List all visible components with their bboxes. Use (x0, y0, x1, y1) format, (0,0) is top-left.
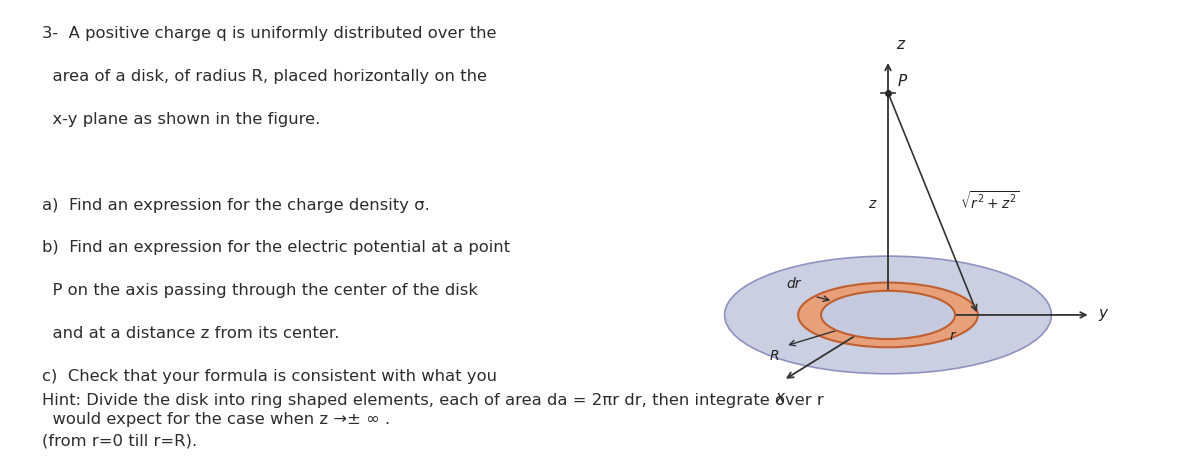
Text: P: P (898, 74, 907, 89)
Text: would expect for the case when z →± ∞ .: would expect for the case when z →± ∞ . (42, 412, 390, 427)
Text: and at a distance z from its center.: and at a distance z from its center. (42, 326, 340, 341)
Text: z: z (896, 37, 904, 52)
Text: R: R (769, 349, 779, 363)
Ellipse shape (798, 283, 978, 347)
Text: x-y plane as shown in the figure.: x-y plane as shown in the figure. (42, 112, 320, 127)
Text: a)  Find an expression for the charge density σ.: a) Find an expression for the charge den… (42, 198, 430, 213)
Text: z: z (868, 197, 875, 211)
Text: x: x (775, 390, 785, 405)
Text: 0: 0 (896, 320, 905, 334)
Text: y: y (1099, 306, 1108, 321)
Text: 3-  A positive charge q is uniformly distributed over the: 3- A positive charge q is uniformly dist… (42, 26, 497, 41)
Text: dr: dr (787, 278, 802, 291)
Text: (from r=0 till r=R).: (from r=0 till r=R). (42, 433, 197, 448)
Text: Hint: Divide the disk into ring shaped elements, each of area da = 2πr dr, then : Hint: Divide the disk into ring shaped e… (42, 393, 823, 408)
Ellipse shape (821, 291, 955, 339)
Text: b)  Find an expression for the electric potential at a point: b) Find an expression for the electric p… (42, 240, 510, 256)
Text: area of a disk, of radius R, placed horizontally on the: area of a disk, of radius R, placed hori… (42, 69, 487, 84)
Text: c)  Check that your formula is consistent with what you: c) Check that your formula is consistent… (42, 369, 497, 384)
Text: r: r (949, 328, 955, 343)
Text: $\sqrt{r^2 + z^2}$: $\sqrt{r^2 + z^2}$ (960, 191, 1020, 212)
Text: P on the axis passing through the center of the disk: P on the axis passing through the center… (42, 283, 478, 298)
Ellipse shape (725, 256, 1051, 374)
